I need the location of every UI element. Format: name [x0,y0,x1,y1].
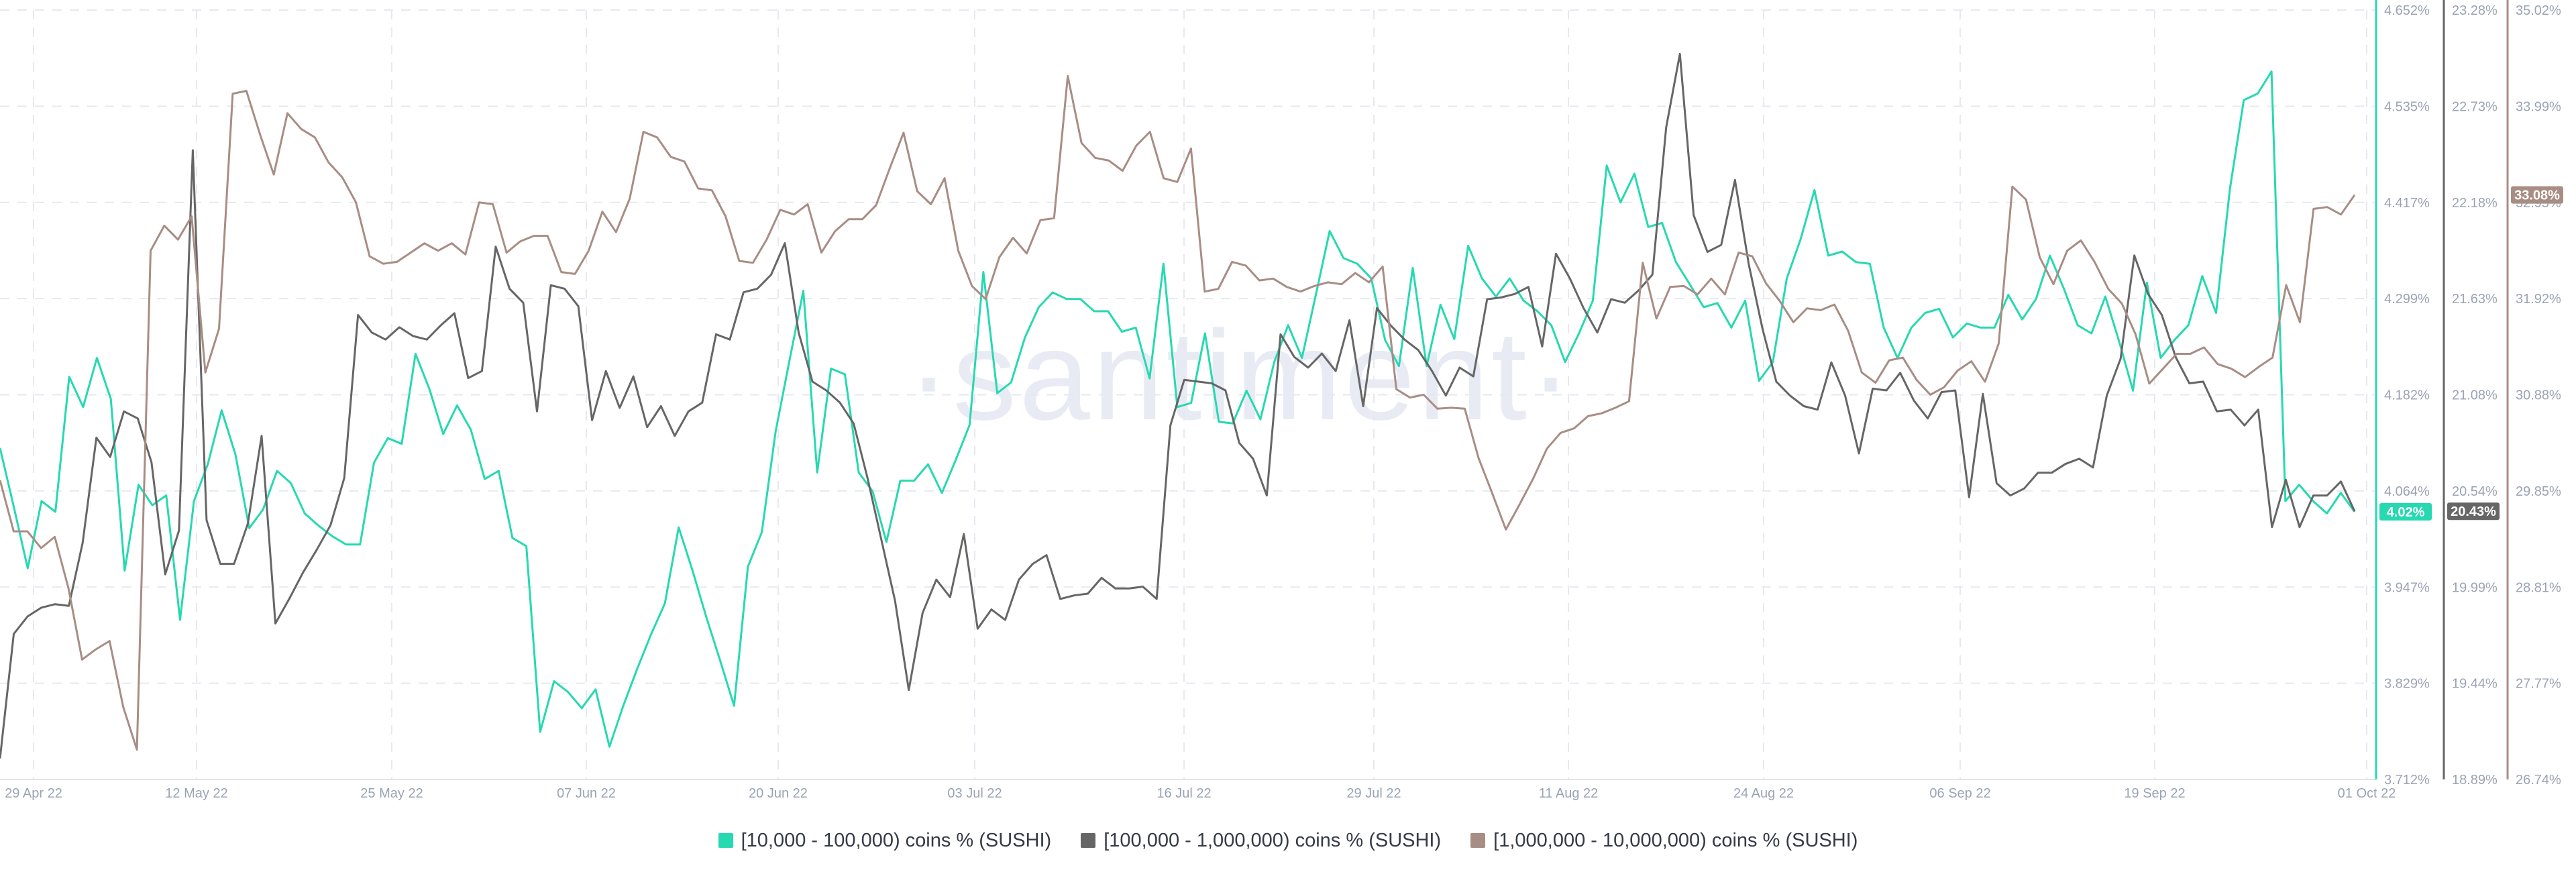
grid [0,9,2376,780]
legend-item[interactable]: [10,000 - 100,000) coins % (SUSHI) [718,829,1052,852]
legend-swatch [718,833,733,848]
last-value-badge [2379,502,2432,521]
x-tick-label: 03 Jul 22 [947,786,1002,801]
x-tick-label: 20 Jun 22 [749,786,808,801]
legend-item[interactable]: [100,000 - 1,000,000) coins % (SUSHI) [1081,830,1441,852]
y-tick-label: 21.63% [2452,292,2498,307]
y-tick-label: 30.88% [2516,388,2561,403]
legend-swatch [1081,833,1096,848]
y-tick-label: 28.81% [2516,580,2561,595]
x-tick-label: 24 Aug 22 [1733,786,1794,801]
last-value-label: 4.02% [2379,502,2432,521]
legend: [10,000 - 100,000) coins % (SUSHI) [100,… [0,824,2576,857]
x-tick-label: 12 May 22 [165,786,227,801]
y-tick-label: 19.99% [2452,580,2498,595]
series-layer [0,52,2356,759]
y-tick-label: 4.299% [2384,292,2430,307]
legend-item[interactable]: [1,000,000 - 10,000,000) coins % (SUSHI) [1470,830,1858,852]
legend-swatch [1470,833,1486,848]
last-value-text: 33.08% [2514,188,2560,203]
y-tick-label: 22.73% [2452,99,2498,114]
legend-label: [100,000 - 1,000,000) coins % (SUSHI) [1104,829,1442,851]
y-tick-label: 35.02% [2516,3,2561,18]
x-tick-label: 16 Jul 22 [1157,786,1211,801]
axes: 4.652% 4.535% 4.417% 4.299% 4.182% 4.064% 3.94… [2375,0,2563,787]
x-tick-label: 29 Jul 22 [1346,786,1401,801]
y-tick-label: 3.829% [2384,677,2430,692]
y-tick-label: 29.85% [2516,484,2561,499]
y-tick-label: 21.08% [2452,388,2498,403]
x-tick-label: 07 Jun 22 [557,786,616,801]
x-tick-label: 11 Aug 22 [1539,786,1599,801]
x-axis-ticks: 29 Apr 22 12 May 22 25 May 22 07 Jun 22 20 J… [5,786,2396,801]
legend-label: [10,000 - 100,000) coins % (SUSHI) [741,829,1052,851]
last-value-label: 33.08% [2511,186,2563,204]
y-tick-label: 4.064% [2384,484,2430,499]
y-tick-label: 4.535% [2384,99,2430,114]
y-tick-label: 4.652% [2384,3,2430,18]
y-tick-label: 31.92% [2516,292,2561,307]
y-tick-label: 19.44% [2452,677,2498,692]
x-tick-label: 19 Sep 22 [2124,786,2185,801]
x-tick-label: 25 May 22 [360,786,423,801]
y-tick-label: 4.182% [2384,388,2430,403]
y-tick-label: 3.947% [2384,580,2430,595]
y-tick-label: 18.89% [2452,773,2498,787]
series-line [0,74,2356,751]
legend-label: [1,000,000 - 10,000,000) coins % (SUSHI) [1493,829,1858,851]
x-tick-label: 29 Apr 22 [5,786,62,801]
last-value-text: 20.43% [2451,504,2496,519]
last-value-badge [2447,502,2500,521]
y-tick-label: 4.417% [2384,196,2430,211]
x-tick-label: 01 Oct 22 [2338,786,2396,801]
y-tick-label: 23.28% [2452,3,2498,18]
x-tick-label: 06 Sep 22 [1929,786,1990,801]
watermark: ·santiment· [908,305,1574,447]
last-value-label: 20.43% [2447,502,2500,521]
series-line [0,52,2356,759]
y-tick-label: 3.712% [2384,773,2430,787]
y-tick-label: 27.77% [2516,677,2561,692]
y-tick-label: 33.99% [2516,99,2561,114]
last-value-badge [2511,186,2563,204]
y-tick-label: 26.74% [2516,773,2561,787]
y-tick-label: 20.54% [2452,484,2498,499]
series-line [0,70,2356,748]
last-value-text: 4.02% [2387,505,2425,520]
y-tick-label: 22.18% [2452,196,2498,211]
